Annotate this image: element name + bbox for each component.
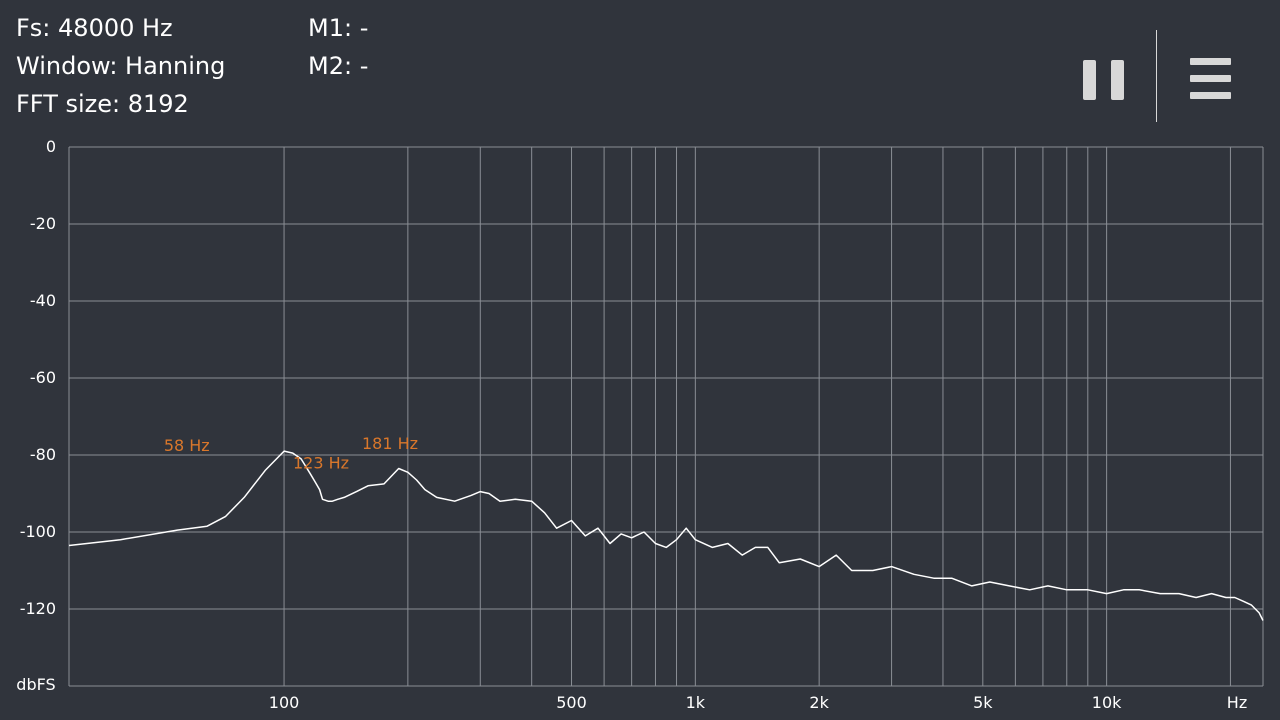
info-panel-left: Fs: 48000 Hz Window: Hanning FFT size: 8… [16, 9, 225, 123]
peak-label: 123 Hz [293, 453, 349, 472]
x-tick-label: 100 [269, 693, 300, 712]
marker-2-label: M2: - [308, 52, 369, 80]
x-tick-label: 5k [973, 693, 993, 712]
y-tick-label: -80 [30, 445, 56, 464]
menu-button[interactable] [1180, 52, 1240, 108]
x-tick-label: 500 [556, 693, 587, 712]
y-axis-unit-label: dbFS [16, 675, 55, 694]
marker-panel: M1: - M2: - [308, 9, 368, 85]
window-label: Window: Hanning [16, 52, 226, 80]
marker-1-label: M1: - [308, 14, 369, 42]
x-tick-label: 10k [1092, 693, 1122, 712]
fft-size-label: FFT size: 8192 [16, 90, 189, 118]
x-tick-label: 2k [809, 693, 829, 712]
sample-rate-label: Fs: 48000 Hz [16, 14, 173, 42]
spectrum-trace [68, 450, 1264, 621]
x-axis-unit-label: Hz [1227, 693, 1247, 712]
peak-label: 58 Hz [164, 436, 210, 455]
y-tick-label: 0 [46, 137, 56, 156]
y-tick-label: -120 [20, 599, 56, 618]
toolbar-divider [1156, 30, 1157, 122]
x-tick-label: 1k [686, 693, 706, 712]
y-tick-label: -40 [30, 291, 56, 310]
y-tick-label: -20 [30, 214, 56, 233]
y-tick-label: -100 [20, 522, 56, 541]
pause-button[interactable] [1074, 50, 1134, 108]
y-tick-label: -60 [30, 368, 56, 387]
peak-label: 181 Hz [362, 434, 418, 453]
